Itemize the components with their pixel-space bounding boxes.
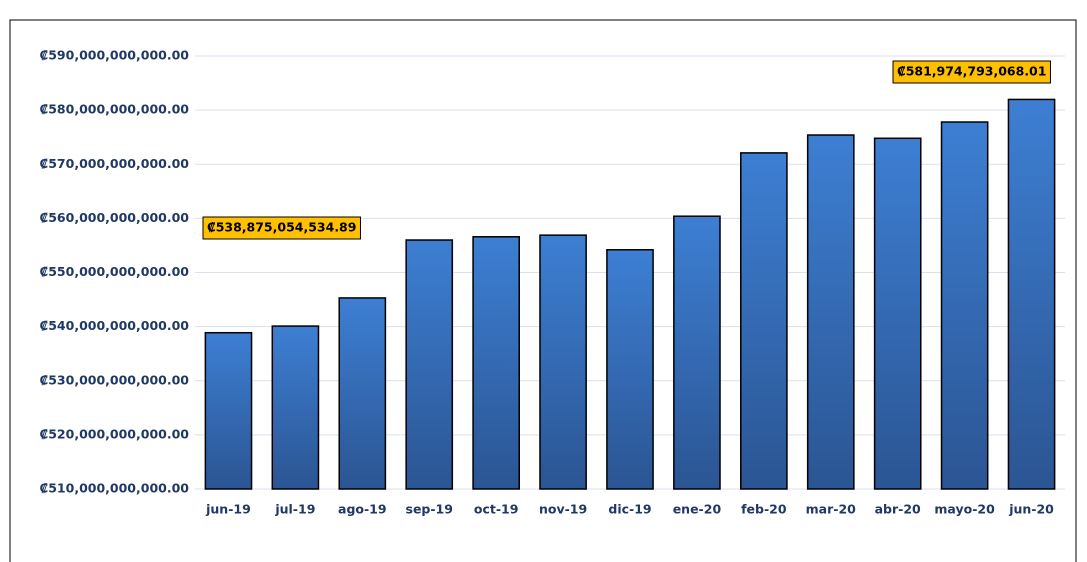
y-tick-label: ₡580,000,000,000.00: [40, 102, 190, 117]
y-tick-label: ₡570,000,000,000.00: [40, 156, 190, 171]
x-tick-label: mar-20: [806, 502, 857, 517]
bar: [673, 215, 721, 490]
x-tick-label: jul-19: [274, 502, 315, 517]
bar: [539, 234, 587, 490]
bar: [204, 331, 253, 490]
x-tick-label: ene-20: [673, 502, 722, 517]
bar: [740, 152, 788, 490]
bar: [1007, 98, 1056, 490]
x-tick-label: nov-19: [539, 502, 587, 517]
y-tick-label: ₡520,000,000,000.00: [40, 426, 190, 441]
y-tick-label: ₡510,000,000,000.00: [40, 481, 190, 496]
bar: [338, 297, 387, 490]
value-label: ₡538,875,054,534.89: [207, 220, 356, 235]
value-label: ₡581,974,793,068.01: [897, 64, 1046, 79]
bar: [873, 137, 922, 490]
y-tick-label: ₡540,000,000,000.00: [40, 318, 190, 333]
x-tick-label: dic-19: [608, 502, 651, 517]
x-tick-label: jun-19: [205, 502, 251, 517]
bar: [405, 239, 454, 490]
bar: [806, 134, 855, 490]
y-tick-label: ₡590,000,000,000.00: [40, 48, 190, 63]
x-tick-label: feb-20: [741, 502, 787, 517]
y-tick-label: ₡550,000,000,000.00: [40, 264, 190, 279]
value-label-box: [202, 216, 361, 240]
frame: [9, 19, 1077, 562]
x-tick-label: sep-19: [406, 502, 453, 517]
y-tick-label: ₡530,000,000,000.00: [40, 372, 190, 387]
x-tick-label: ago-19: [338, 502, 387, 517]
x-tick-label: mayo-20: [934, 502, 995, 517]
x-tick-label: jun-20: [1008, 502, 1054, 517]
x-tick-label: abr-20: [875, 502, 921, 517]
y-tick-label: ₡560,000,000,000.00: [40, 210, 190, 225]
bar: [940, 121, 989, 490]
x-tick-label: oct-19: [474, 502, 519, 517]
bar: [472, 236, 520, 490]
bar: [271, 325, 320, 490]
value-label-box: [892, 60, 1051, 84]
bar: [606, 249, 654, 490]
